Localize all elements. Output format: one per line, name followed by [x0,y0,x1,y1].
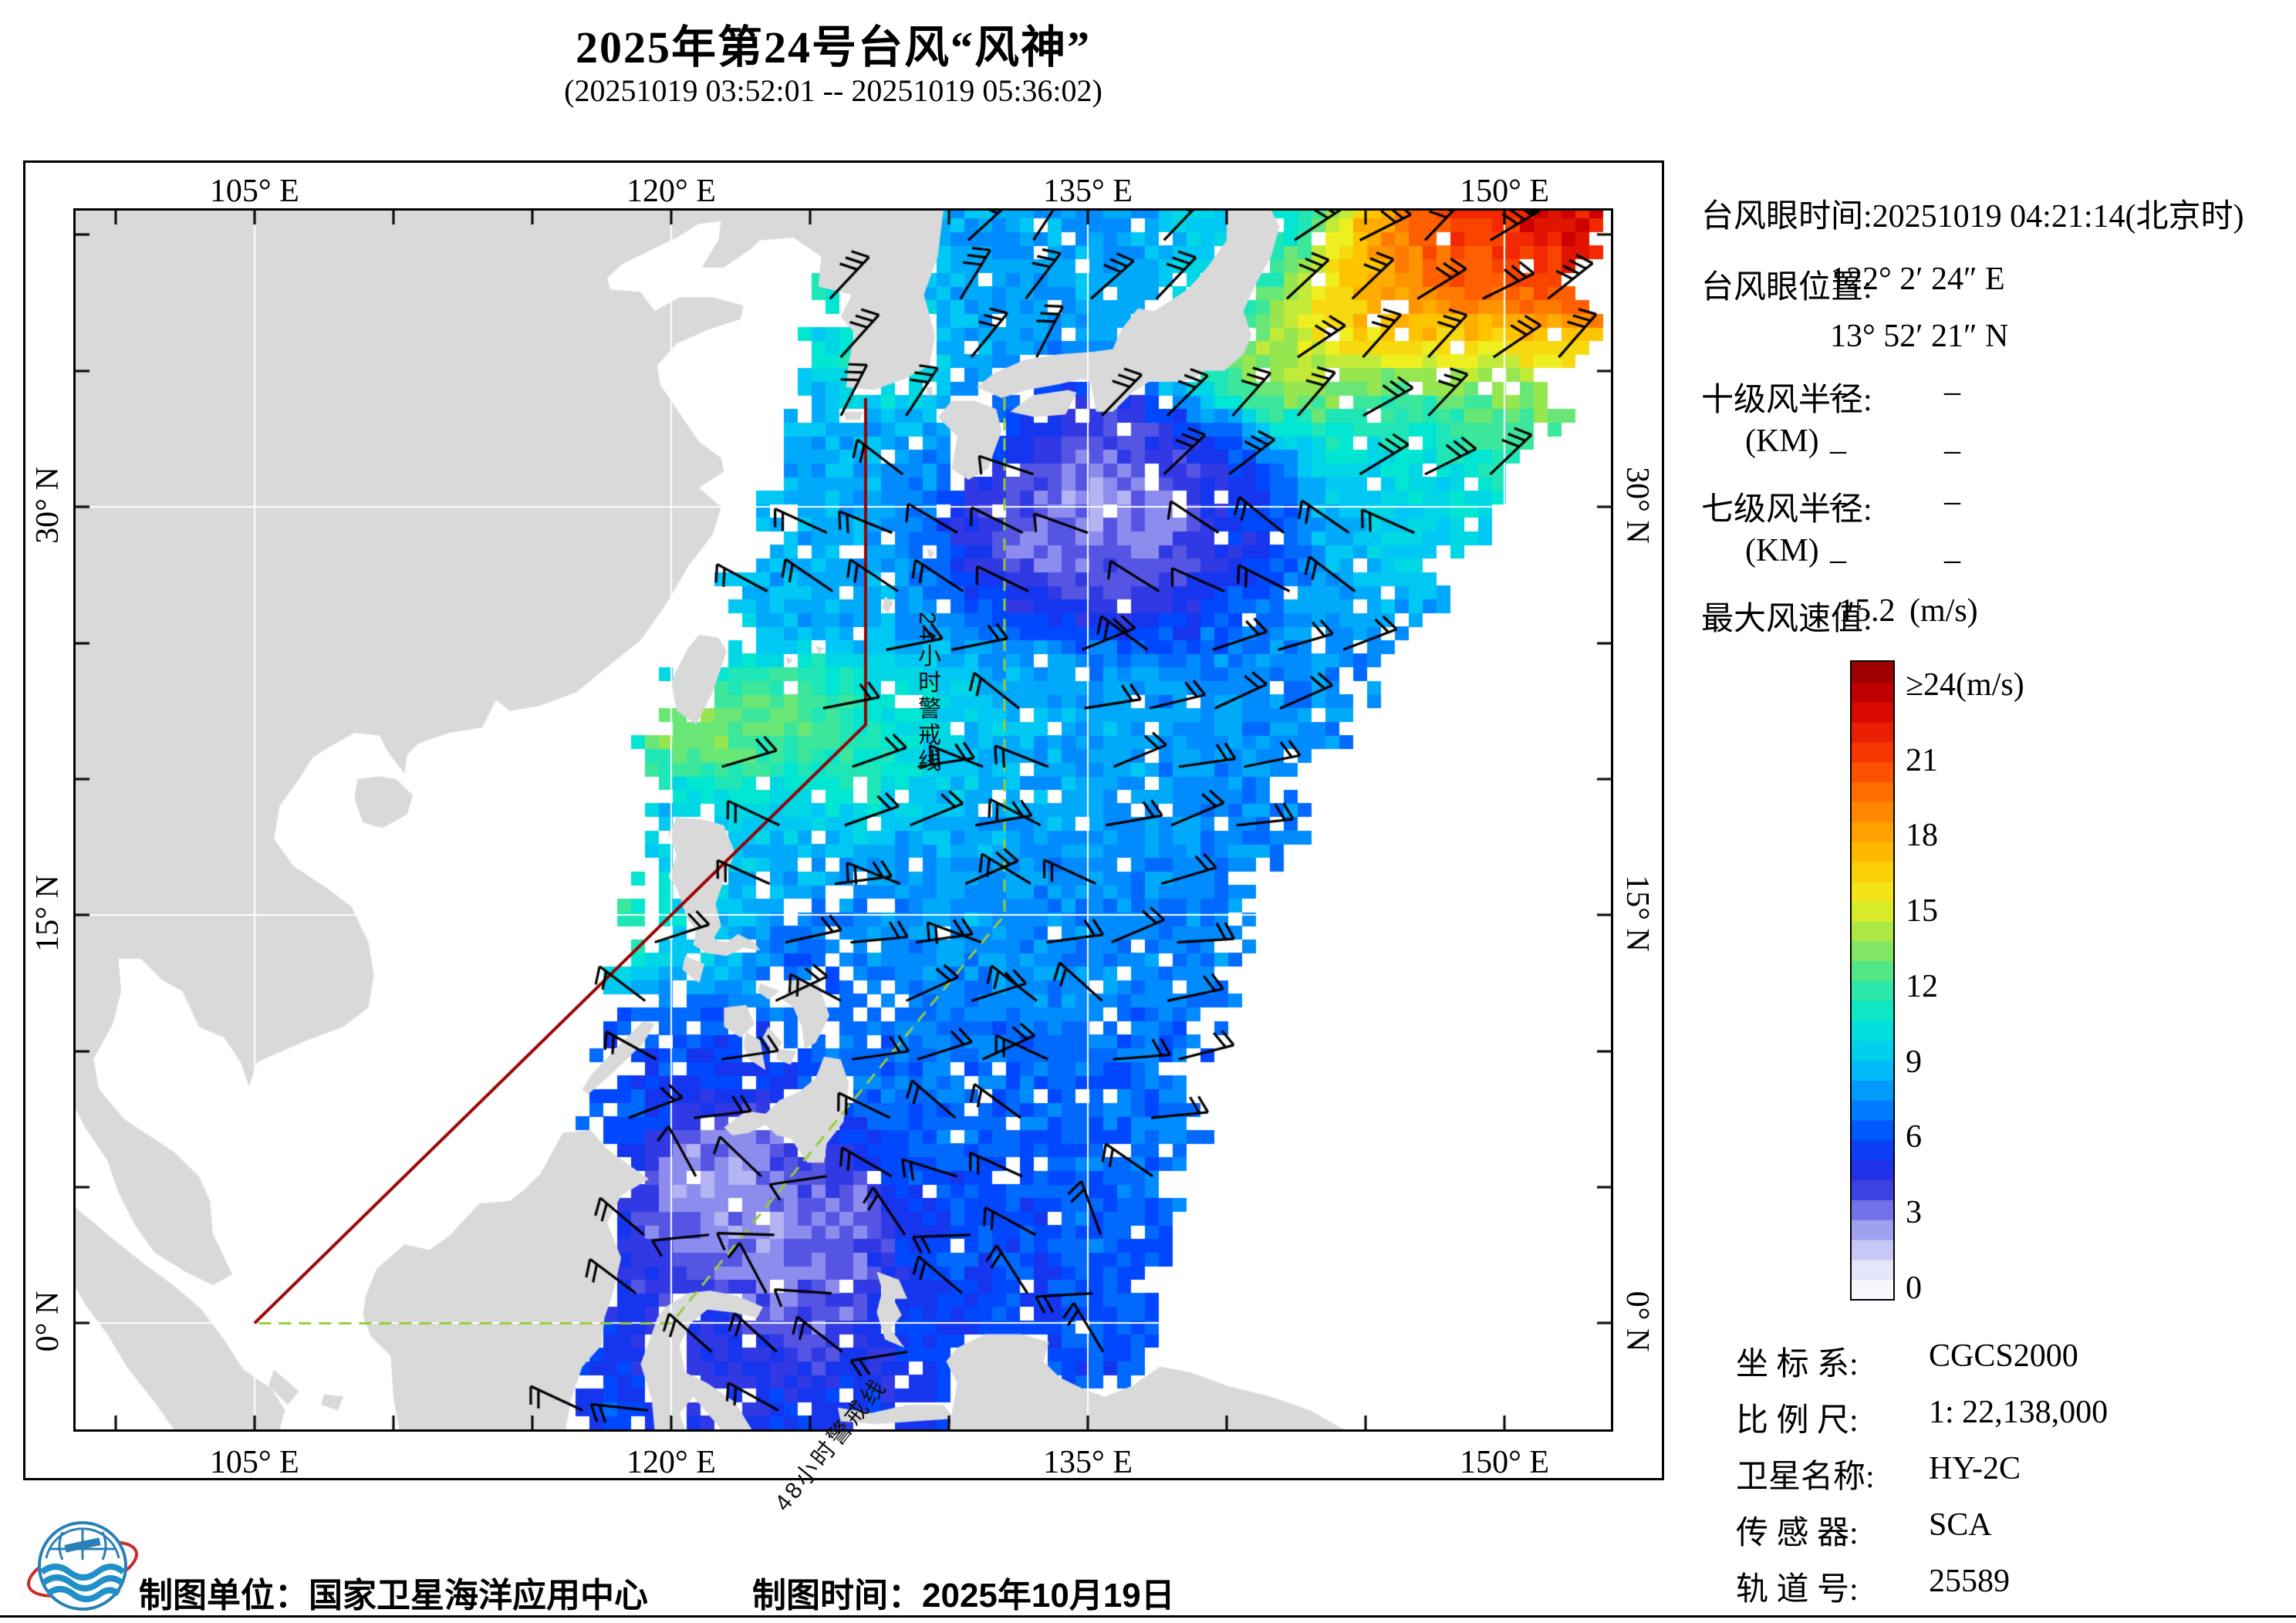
meta-label: 传 感 器: [1736,1516,1859,1551]
top-axis-label: 120° E [626,174,716,209]
meta-label: 卫星名称: [1736,1459,1875,1495]
colorbar-tick-label: 9 [1906,1044,1922,1080]
logo-globe-arc [45,1527,120,1559]
eye-pos-label: 台风眼位置: [1701,270,1872,305]
vmax-value: 15.2 [1838,593,1896,629]
right-axis-label: 0° N [1619,1291,1655,1352]
r7-dash-2: – [1944,484,1960,519]
bottom-axis-label: 150° E [1460,1445,1550,1480]
meta-value: CGCS2000 [1929,1338,2078,1374]
eye-time-row: 台风眼时间:20251019 04:21:14(北京时) [1701,190,2244,237]
footer-time: 制图时间：2025年10月19日 [752,1567,1175,1617]
r10-dash-4: – [1944,433,1960,468]
r10-km-label: (KM) [1745,423,1819,459]
meta-value: HY-2C [1929,1451,2021,1486]
r7-dash-3: – [1830,542,1846,578]
colorbar-tick-label: ≥24(m/s) [1906,667,2024,703]
page-subtitle: (20251019 03:52:01 -- 20251019 05:36:02) [564,73,1102,108]
r10-dash-2: – [1944,374,1960,410]
r10-dash-1: – [1830,374,1846,410]
meta-label: 坐 标 系: [1736,1347,1859,1382]
eye-pos-lon: 122° 2′ 24″ E [1830,262,2005,297]
bottom-axis-label: 120° E [626,1445,716,1480]
page-title: 2025年第24号台风“风神” [575,22,1091,73]
colorbar-tick-label: 18 [1906,818,1938,854]
colorbar-tick-label: 15 [1906,893,1938,930]
logo-waves [39,1564,126,1602]
warning-line-24h-label: 24小时警戒线 [914,612,940,775]
meta-label: 轨 道 号: [1736,1572,1859,1608]
r10-label: 十级风半径: [1701,383,1872,418]
footer-unit-label: 制图单位： [139,1577,309,1615]
eye-time-label: 台风眼时间: [1701,199,1872,235]
meta-value: SCA [1929,1507,1992,1543]
colorbar-tick-label: 12 [1906,968,1938,1004]
map-plot-area: 24小时警戒线 48小时警戒线 [73,208,1613,1516]
right-axis-label: 30° N [1619,467,1655,544]
r7-dash-4: – [1944,542,1960,578]
logo-satellite [64,1537,101,1553]
meta-value: 1: 22,138,000 [1929,1395,2109,1430]
colorbar [1850,660,1895,1301]
eye-pos-lat: 13° 52′ 21″ N [1830,319,2009,354]
top-axis-label: 150° E [1460,174,1550,209]
bottom-axis-label: 105° E [209,1445,299,1480]
meta-value: 25589 [1929,1564,2010,1599]
top-axis-label: 105° E [209,174,299,209]
wind-swath-canvas [76,211,1611,1429]
vmax-unit: (m/s) [1909,593,1978,629]
footer-unit: 制图单位：国家卫星海洋应用中心 [139,1567,648,1617]
outer-frame [23,160,1664,1480]
left-axis-label: 30° N [30,467,66,544]
top-axis-label: 135° E [1043,174,1133,209]
left-axis-label: 0° N [30,1291,66,1352]
r10-dash-3: – [1830,433,1846,468]
nsoas-logo [27,1521,138,1611]
footer-time-value: 2025年10月19日 [922,1577,1175,1615]
right-axis-label: 15° N [1619,875,1655,953]
eye-time-value: 20251019 04:21:14(北京时) [1872,199,2244,235]
colorbar-tick-label: 0 [1906,1270,1922,1306]
colorbar-tick-label: 21 [1906,742,1938,778]
r7-dash-1: – [1830,484,1846,519]
vmax-label: 最大风速值: [1701,602,1872,637]
left-axis-label: 15° N [30,875,66,953]
footer-time-label: 制图时间： [752,1577,922,1615]
colorbar-tick-label: 6 [1906,1119,1922,1156]
footer-unit-value: 国家卫星海洋应用中心 [309,1577,648,1615]
r7-km-label: (KM) [1745,533,1819,569]
bottom-axis-label: 135° E [1043,1445,1133,1480]
colorbar-tick-label: 3 [1906,1194,1922,1230]
meta-label: 比 例 尺: [1736,1403,1859,1439]
r7-label: 七级风半径: [1701,492,1872,528]
bottom-rule [0,1615,2296,1618]
